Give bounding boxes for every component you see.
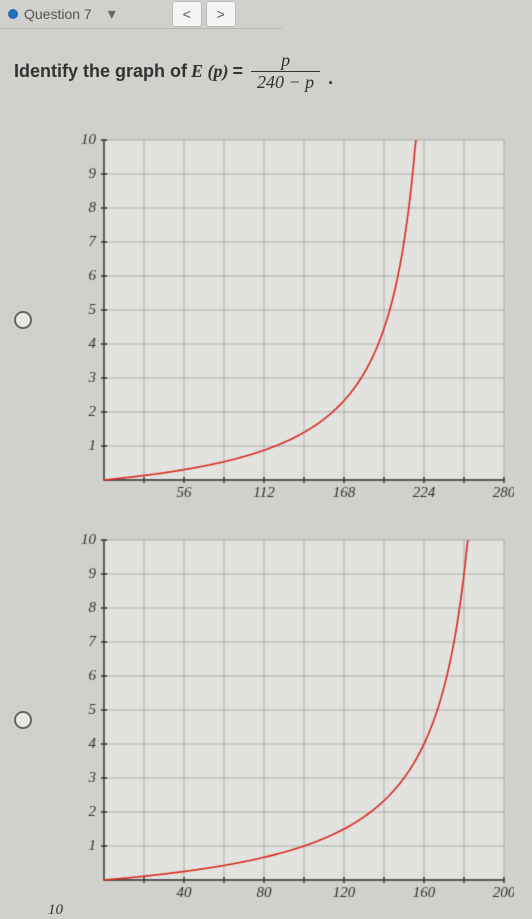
fraction: p 240 − p (251, 50, 320, 93)
answer-option-1 (14, 130, 514, 510)
chart-2-canvas (44, 530, 514, 910)
numerator: p (275, 50, 296, 71)
prompt-period: . (328, 68, 333, 89)
toolbar: Question 7 ▾ < > (0, 0, 532, 28)
question-prompt: Identify the graph of E (p) = p 240 − p … (14, 50, 522, 93)
radio-option-1[interactable] (14, 311, 32, 329)
question-label: Question 7 (24, 6, 92, 22)
prompt-lead: Identify the graph of (14, 61, 187, 82)
prompt-func: E (p) (191, 61, 229, 82)
dropdown-icon[interactable]: ▾ (100, 2, 124, 26)
answer-option-2 (14, 530, 514, 910)
question-indicator: Question 7 (8, 6, 92, 22)
chart-1 (44, 130, 514, 510)
radio-option-2[interactable] (14, 711, 32, 729)
chart-1-canvas (44, 130, 514, 510)
next-button[interactable]: > (206, 1, 236, 27)
nav-buttons: < > (172, 1, 236, 27)
chart-3-partial-axis: 10 (48, 902, 63, 919)
denominator: 240 − p (251, 71, 320, 93)
question-dot-icon (8, 9, 18, 19)
prompt-eq: = (233, 61, 244, 82)
prev-button[interactable]: < (172, 1, 202, 27)
chart-2 (44, 530, 514, 910)
toolbar-divider (0, 28, 282, 29)
